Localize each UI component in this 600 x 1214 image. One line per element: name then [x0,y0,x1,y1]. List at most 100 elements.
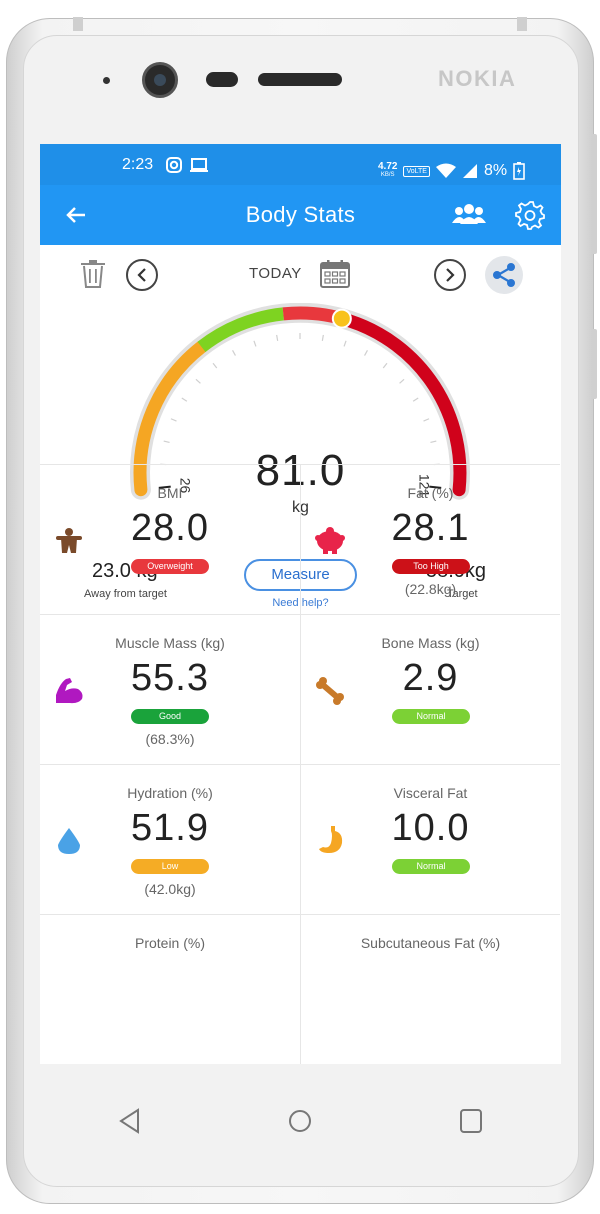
water-drop-icon [58,828,80,854]
metric-subvalue: (42.0kg) [144,881,196,897]
status-badge: Low [131,859,209,874]
gauge-tick [253,340,257,347]
gear-icon[interactable] [515,200,545,230]
earpiece-speaker [258,73,342,86]
gauge-tick [423,418,430,422]
metric-value: 51.9 [131,807,209,849]
gauge-marker [331,308,352,329]
metric-value: 28.1 [391,507,470,549]
status-bar: 2:23 4.72 KB/S VoLTE 8% [40,144,561,185]
metric-cell-hydration[interactable]: Hydration (%) 51.9 Low (42.0kg) [40,764,300,914]
metric-cell-subcutaneous-fat[interactable]: Subcutaneous Fat (%) [300,914,560,1064]
back-nav-icon[interactable] [118,1108,142,1134]
gauge-min-label: 26 [178,478,194,494]
metric-value: 28.0 [131,507,209,549]
gauge-max-label: 121 [416,474,432,498]
metric-value: 10.0 [391,807,470,849]
next-day-button[interactable] [434,259,466,291]
gauge-tick [163,440,170,443]
metric-label: Bone Mass (kg) [381,635,480,651]
weight-gauge-area: 26 121 81.0 kg 23.0 kg Away from target … [40,303,561,623]
metric-cell-protein[interactable]: Protein (%) [40,914,300,1064]
gauge-tick [382,362,388,369]
gauge-tick [170,418,177,422]
metric-cell-bone-mass[interactable]: Bone Mass (kg) 2.9 Normal [300,614,560,764]
recents-nav-icon[interactable] [458,1108,484,1134]
metric-subvalue: (68.3%) [145,731,195,747]
status-badge: Overweight [131,559,209,574]
share-icon [493,263,515,287]
wifi-icon [435,163,456,178]
stomach-icon [319,826,343,853]
frame-notch-right [517,17,527,31]
metric-value: 2.9 [402,657,459,699]
proximity-sensor [206,72,238,87]
date-controls: TODAY [40,245,561,303]
battery-icon [513,162,525,180]
gauge-tick [399,378,405,384]
gauge-tick [195,378,201,384]
front-camera [142,62,178,98]
status-time: 2:23 [122,155,154,173]
users-icon[interactable] [452,202,486,228]
metric-cell-visceral-fat[interactable]: Visceral Fat 10.0 Normal [300,764,560,914]
gauge-tick [343,340,347,347]
instagram-icon [166,156,183,173]
gauge-segment-very-high [342,314,467,497]
body-icon [56,528,82,553]
gauge-segment-low [133,340,208,497]
status-badge: Good [131,709,209,724]
screen: 2:23 4.72 KB/S VoLTE 8% Body Stats [40,144,561,1064]
gauge-segment-normal [197,307,285,353]
volume-button [592,134,597,254]
laptop-icon [190,157,209,172]
metric-cell-bmi[interactable]: BMI 28.0 Overweight [40,464,300,614]
trash-icon[interactable] [80,260,106,288]
target-label: Target [447,588,478,600]
metric-label: Protein (%) [134,935,206,951]
metric-cell-fat[interactable]: Fat (%) 28.1 Too High (22.8kg) [300,464,560,614]
frame-notch-left [73,17,83,31]
metric-value: 55.3 [131,657,209,699]
metric-label: Visceral Fat [393,785,468,801]
date-label[interactable]: TODAY [249,265,302,282]
net-speed-value: 4.72 [378,161,398,172]
system-nav-bar [40,1064,561,1194]
sensor-dot [103,77,110,84]
gauge-tick [212,362,218,369]
gauge-end-tick [158,485,171,489]
chevron-left-icon [137,268,146,282]
volte-label: VoLTE [406,167,427,175]
metric-label: Muscle Mass (kg) [115,635,225,651]
gauge-tick [276,334,279,341]
share-button[interactable] [485,256,523,294]
status-badge: Normal [392,709,470,724]
calendar-icon[interactable] [320,260,350,288]
gauge-tick [232,350,236,356]
gauge-tick [364,350,368,356]
previous-day-button[interactable] [126,259,158,291]
brand-logo: NOKIA [438,66,517,91]
fat-pig-icon [315,527,345,554]
app-bar: Body Stats [40,185,561,245]
signal-icon [462,164,477,178]
gauge-tick [181,397,188,402]
metric-label: Fat (%) [407,485,454,501]
net-speed: 4.72 KB/S [378,161,398,179]
chevron-right-icon [446,268,455,282]
home-nav-icon[interactable] [287,1108,313,1134]
power-button [592,329,597,399]
net-speed-unit: KB/S [380,172,395,178]
away-from-target-label: Away from target [84,588,167,600]
back-arrow-icon[interactable] [64,203,88,227]
gauge-tick [412,397,419,402]
status-badge: Normal [392,859,470,874]
metric-subvalue: (22.8kg) [404,581,457,597]
bone-icon [316,677,344,705]
gauge-end-tick [429,485,442,489]
volte-badge: VoLTE [403,165,430,177]
battery-percent: 8% [483,162,508,179]
metric-cell-muscle-mass[interactable]: Muscle Mass (kg) 55.3 Good (68.3%) [40,614,300,764]
muscle-icon [56,678,83,704]
metric-label: Subcutaneous Fat (%) [360,935,501,951]
